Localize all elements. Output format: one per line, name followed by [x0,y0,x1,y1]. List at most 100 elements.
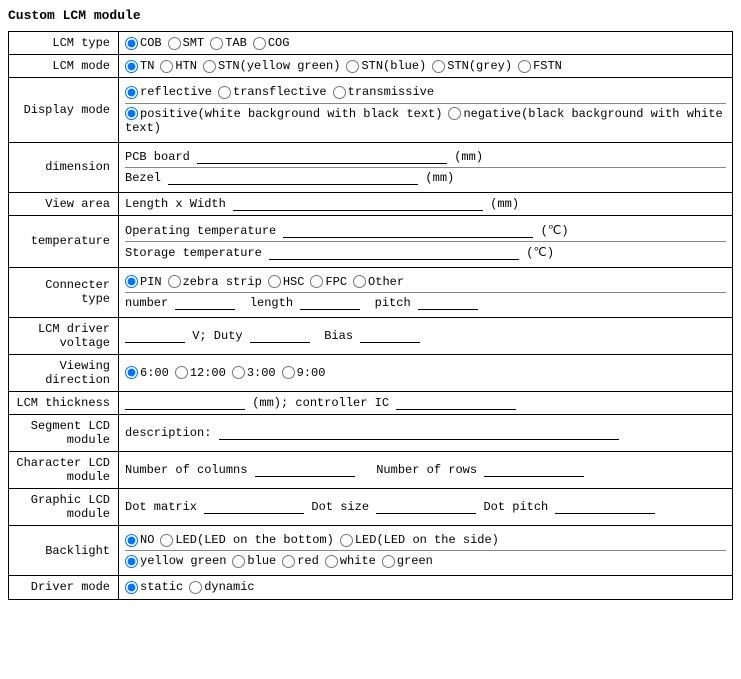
dot-matrix-label: Dot matrix [125,500,197,514]
thickness-input[interactable] [125,396,245,410]
voltage-input[interactable] [125,329,185,343]
radio-label: dynamic [204,580,254,594]
radio-label: HTN [175,59,197,73]
radio-conn-other[interactable] [353,275,366,288]
cell-driver-voltage: V; Duty Bias [119,318,733,355]
radio-label: STN(yellow green) [218,59,340,73]
radio-backlight2-green[interactable] [382,555,395,568]
radio-backlight2-yellow-green[interactable] [125,555,138,568]
num-cols-label: Number of columns [125,463,247,477]
cell-viewing-direction: 6:0012:003:009:00 [119,355,733,392]
label-dimension: dimension [9,142,119,192]
radio-conn-hsc[interactable] [268,275,281,288]
radio-lcmmode-stn-grey-[interactable] [432,60,445,73]
cell-dimension: PCB board (mm) Bezel (mm) [119,142,733,192]
op-temp-input[interactable] [283,224,533,238]
segment-desc-label: description: [125,426,211,440]
radio-conn-zebra-strip[interactable] [168,275,181,288]
radio-drivermode-dynamic[interactable] [189,581,202,594]
radio-backlight2-white[interactable] [325,555,338,568]
segment-desc-input[interactable] [219,426,619,440]
radio-viewing-3-00[interactable] [232,366,245,379]
radio-lcmtype-cob[interactable] [125,37,138,50]
radio-lcmtype-smt[interactable] [168,37,181,50]
radio-backlight1-led-led-on-the-bottom-[interactable] [160,534,173,547]
label-graphic: Graphic LCD module [9,489,119,526]
radio-label: yellow green [140,554,226,568]
radio-conn-fpc[interactable] [310,275,323,288]
label-driver-mode: Driver mode [9,576,119,599]
st-temp-label: Storage temperature [125,246,262,260]
radio-viewing-6-00[interactable] [125,366,138,379]
conn-number-input[interactable] [175,296,235,310]
radio-label: 3:00 [247,366,276,380]
radio-lcmtype-cog[interactable] [253,37,266,50]
radio-dispmode2-negative-black-background-with-white-text-[interactable] [448,107,461,120]
label-thickness: LCM thickness [9,392,119,415]
bias-label: Bias [324,329,353,343]
dot-pitch-input[interactable] [555,500,655,514]
label-view-area: View area [9,192,119,215]
dot-size-input[interactable] [376,500,476,514]
radio-label: Other [368,275,404,289]
radio-viewing-12-00[interactable] [175,366,188,379]
radio-drivermode-static[interactable] [125,581,138,594]
bezel-input[interactable] [168,171,418,185]
radio-lcmmode-fstn[interactable] [518,60,531,73]
cell-graphic: Dot matrix Dot size Dot pitch [119,489,733,526]
radio-backlight2-blue[interactable] [232,555,245,568]
radio-viewing-9-00[interactable] [282,366,295,379]
controller-ic-input[interactable] [396,396,516,410]
radio-label: TAB [225,36,247,50]
num-cols-input[interactable] [255,463,355,477]
radio-dispmode1-transmissive[interactable] [333,86,346,99]
duty-input[interactable] [250,329,310,343]
num-rows-label: Number of rows [376,463,477,477]
radio-label: white [340,554,376,568]
conn-length-input[interactable] [300,296,360,310]
label-temperature: temperature [9,215,119,267]
cell-character: Number of columns Number of rows [119,452,733,489]
radio-backlight2-red[interactable] [282,555,295,568]
view-area-input[interactable] [233,197,483,211]
radio-label: transmissive [348,85,434,99]
cell-driver-mode: staticdynamic [119,576,733,599]
conn-pitch-input[interactable] [418,296,478,310]
dot-pitch-label: Dot pitch [483,500,548,514]
dot-matrix-input[interactable] [204,500,304,514]
radio-label: zebra strip [183,275,262,289]
label-connector: Connecter type [9,267,119,317]
label-lcm-type: LCM type [9,32,119,55]
radio-lcmmode-stn-blue-[interactable] [346,60,359,73]
num-rows-input[interactable] [484,463,584,477]
radio-dispmode2-positive-white-background-with-black-text-[interactable] [125,107,138,120]
page-title: Custom LCM module [8,8,733,23]
cell-connector: PINzebra stripHSCFPCOther number length … [119,267,733,317]
radio-lcmmode-stn-yellow-green-[interactable] [203,60,216,73]
radio-label: FSTN [533,59,562,73]
radio-dispmode1-transflective[interactable] [218,86,231,99]
label-lcm-mode: LCM mode [9,55,119,78]
radio-label: STN(blue) [361,59,426,73]
label-segment: Segment LCD module [9,415,119,452]
pcb-label: PCB board [125,150,190,164]
radio-label: reflective [140,85,212,99]
radio-lcmmode-tn[interactable] [125,60,138,73]
radio-dispmode1-reflective[interactable] [125,86,138,99]
radio-label: NO [140,533,154,547]
radio-label: red [297,554,319,568]
radio-backlight1-led-led-on-the-side-[interactable] [340,534,353,547]
cell-backlight: NOLED(LED on the bottom)LED(LED on the s… [119,526,733,576]
radio-backlight1-no[interactable] [125,534,138,547]
op-temp-unit: (℃) [541,224,569,238]
st-temp-input[interactable] [269,246,519,260]
bias-input[interactable] [360,329,420,343]
conn-length-label: length [250,296,293,310]
radio-label: FPC [325,275,347,289]
radio-label: transflective [233,85,327,99]
radio-lcmmode-htn[interactable] [160,60,173,73]
thickness-mid: (mm); controller IC [252,396,389,410]
radio-conn-pin[interactable] [125,275,138,288]
radio-lcmtype-tab[interactable] [210,37,223,50]
pcb-input[interactable] [197,150,447,164]
